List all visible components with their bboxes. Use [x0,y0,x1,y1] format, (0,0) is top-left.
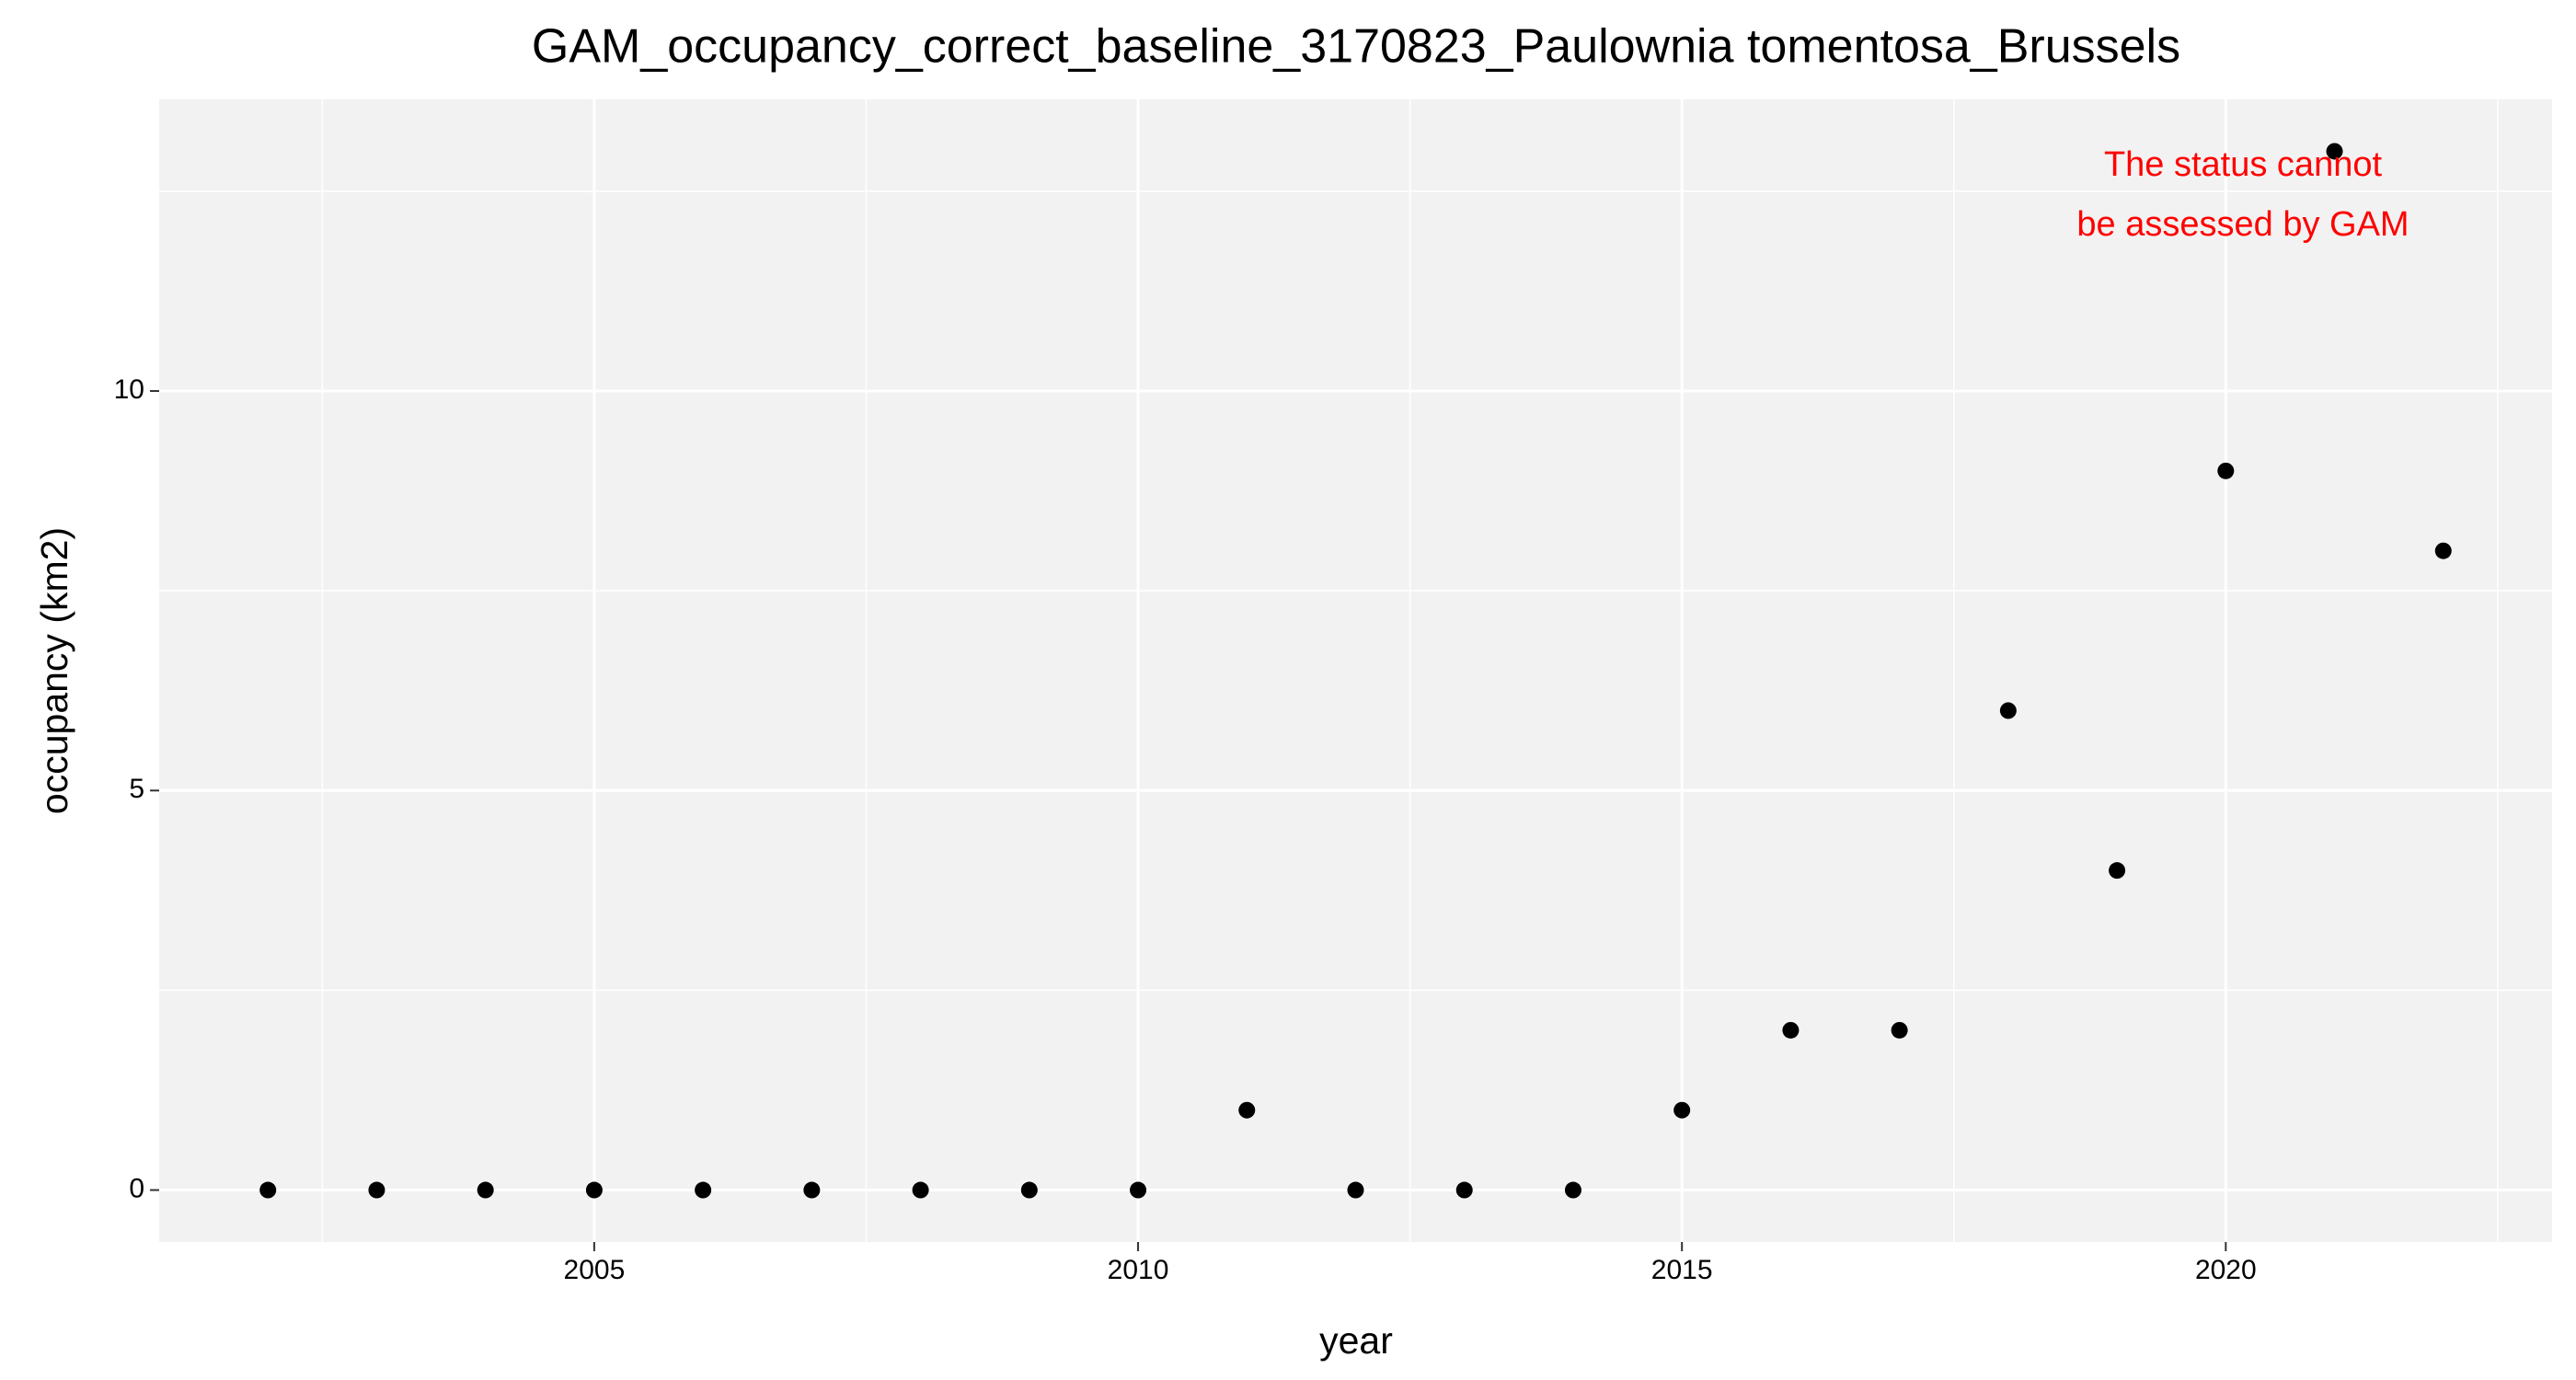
point [1020,1181,1038,1199]
annotation: The status cannot [2104,145,2383,184]
point [1673,1101,1691,1119]
point [2217,462,2235,479]
point [2326,143,2343,160]
x-tick-label: 2015 [1651,1255,1713,1285]
point [1782,1021,1800,1039]
x-tick-label: 2020 [2195,1255,2257,1285]
y-axis-title: occupancy (km2) [33,527,75,814]
panel [159,99,2552,1242]
annotation: be assessed by GAM [2076,205,2409,244]
point [477,1181,494,1199]
x-tick-label: 2005 [564,1255,626,1285]
point [1564,1181,1581,1199]
point [585,1181,603,1199]
point [259,1181,277,1199]
chart-title: GAM_occupancy_correct_baseline_3170823_P… [532,20,2180,74]
point [1891,1021,1908,1039]
point [2109,862,2126,880]
point [912,1181,929,1199]
point [1347,1181,1364,1199]
point [1130,1181,1147,1199]
x-tick-label: 2010 [1108,1255,1169,1285]
point [695,1181,712,1199]
point [1238,1101,1256,1119]
y-tick-label: 10 [114,374,144,405]
y-tick-label: 0 [129,1173,144,1203]
point [1455,1181,1473,1199]
point [803,1181,821,1199]
point [2434,542,2452,559]
point [368,1181,385,1199]
y-tick-label: 5 [129,774,144,804]
point [1999,702,2017,719]
x-axis-title: year [1319,1319,1393,1362]
